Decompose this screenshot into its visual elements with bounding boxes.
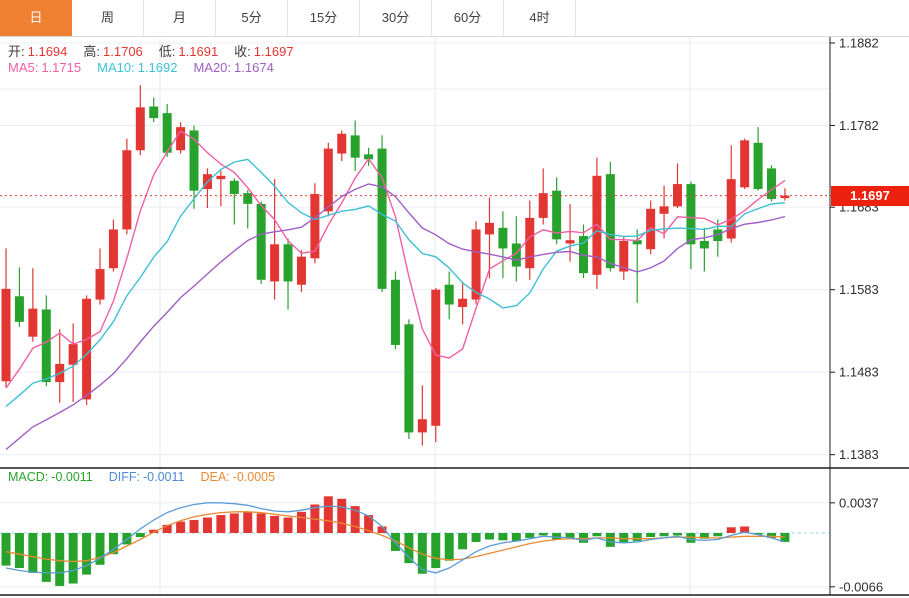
ma10-line bbox=[5, 158, 786, 407]
axis-tick-label: -0.0066 bbox=[839, 579, 883, 594]
tab-period-6[interactable]: 60分 bbox=[432, 0, 504, 36]
axis-tick-label: 1.1383 bbox=[839, 447, 879, 462]
axis-tick-label: 1.1882 bbox=[839, 37, 879, 51]
tab-period-7[interactable]: 4时 bbox=[504, 0, 576, 36]
tab-period-4[interactable]: 15分 bbox=[288, 0, 360, 36]
axis-tick-label: 1.1583 bbox=[839, 282, 879, 297]
tab-period-5[interactable]: 30分 bbox=[360, 0, 432, 36]
axis-tick-label: 1.1483 bbox=[839, 365, 879, 380]
last-price-tag: 1.1697 bbox=[831, 185, 909, 206]
tab-period-3[interactable]: 5分 bbox=[216, 0, 288, 36]
grid-lines bbox=[0, 37, 830, 595]
tab-period-0[interactable]: 日 bbox=[0, 0, 72, 36]
kline-chart[interactable]: 1.18821.17821.16831.15831.14831.13830.00… bbox=[0, 37, 909, 598]
diff-line bbox=[5, 502, 786, 574]
ma20-line bbox=[5, 183, 786, 451]
axis-tick-label: 1.1782 bbox=[839, 118, 879, 133]
axis-tick-label: 0.0037 bbox=[839, 495, 879, 510]
y-axis: 1.18821.17821.16831.15831.14831.13830.00… bbox=[0, 37, 909, 596]
tab-period-2[interactable]: 月 bbox=[144, 0, 216, 36]
tab-period-1[interactable]: 周 bbox=[72, 0, 144, 36]
candlestick-series bbox=[1, 85, 790, 446]
period-tabs: 日周月 5分 15分 30分 60分 4时 bbox=[0, 0, 909, 37]
